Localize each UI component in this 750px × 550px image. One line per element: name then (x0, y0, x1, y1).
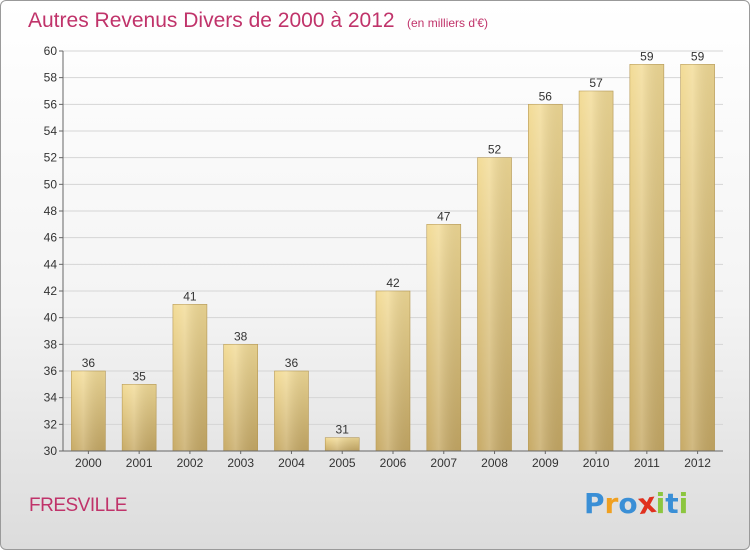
y-tick-label: 58 (44, 71, 58, 85)
value-label: 36 (285, 356, 299, 370)
chart-title-text: Autres Revenus Divers de 2000 à 2012 (28, 9, 395, 32)
bar-shine (274, 371, 309, 451)
axis-layer: 30 32 34 36 38 40 42 44 46 48 50 52 54 56 58 60 2000 2001… (44, 44, 723, 470)
bar-shine (528, 104, 563, 451)
bar-shine (223, 344, 258, 451)
x-tick-label: 2004 (278, 456, 305, 470)
y-tick-label: 40 (44, 311, 58, 325)
x-tick-label: 2010 (583, 456, 610, 470)
x-tick-label: 2011 (634, 456, 660, 470)
value-label: 57 (589, 76, 603, 90)
logo-letter: o (618, 487, 638, 520)
y-tick-label: 60 (44, 44, 58, 58)
y-tick-label: 38 (44, 337, 58, 351)
x-tick-label: 2003 (227, 456, 254, 470)
y-tick-label: 30 (44, 444, 58, 458)
logo-letter: t (665, 487, 679, 520)
value-label: 31 (336, 423, 350, 437)
value-label: 59 (640, 49, 654, 63)
logo-letter: r (604, 487, 619, 520)
y-tick-label: 50 (44, 177, 58, 191)
y-tick-label: 46 (44, 231, 58, 245)
value-label: 56 (539, 89, 553, 103)
bar-shine (376, 291, 410, 451)
bar-shine (579, 91, 614, 451)
y-tick-label: 54 (44, 124, 58, 138)
bar-layer: 36 35 41 38 36 31 42 47 52 56 57 59 59 (71, 49, 715, 452)
bar-shine (122, 384, 157, 451)
value-label: 52 (488, 143, 502, 157)
y-tick-label: 56 (44, 97, 58, 111)
bar-shine (680, 64, 715, 452)
bar-shine (325, 437, 360, 451)
logo-letter: i (655, 487, 666, 520)
y-tick-label: 48 (44, 204, 58, 218)
x-tick-label: 2005 (329, 456, 356, 470)
chart-unit: (en milliers d'€) (407, 16, 488, 30)
y-tick-label: 52 (44, 151, 58, 165)
logo-letter: x (635, 485, 658, 522)
x-tick-label: 2002 (177, 456, 204, 470)
y-tick-label: 42 (44, 284, 58, 298)
value-label: 38 (234, 329, 248, 343)
x-tick-label: 2009 (532, 456, 559, 470)
value-label: 47 (437, 209, 451, 223)
x-tick-label: 2007 (430, 456, 457, 470)
proxiti-logo: Proxiti (584, 485, 689, 522)
value-label: 41 (183, 289, 197, 303)
chart-title: Autres Revenus Divers de 2000 à 2012 (en… (28, 9, 488, 33)
city-name: FRESVILLE (29, 495, 127, 516)
y-tick-label: 36 (44, 364, 58, 378)
bar-shine (71, 371, 106, 451)
x-tick-label: 2001 (126, 456, 153, 470)
x-tick-label: 2000 (75, 456, 102, 470)
bar-shine (172, 304, 207, 451)
logo-letter: i (678, 487, 689, 520)
bar-shine (426, 224, 461, 451)
logo-letter: P (584, 487, 605, 520)
value-label: 59 (691, 49, 705, 63)
y-tick-label: 32 (44, 417, 58, 431)
x-tick-label: 2006 (380, 456, 407, 470)
value-label: 42 (386, 276, 400, 290)
value-label: 35 (132, 369, 146, 383)
y-tick-label: 34 (44, 391, 58, 405)
value-label: 36 (82, 356, 96, 370)
bar-shine (477, 157, 512, 451)
bar-shine (629, 64, 664, 452)
x-tick-label: 2012 (684, 456, 711, 470)
x-tick-label: 2008 (481, 456, 508, 470)
y-tick-label: 44 (44, 257, 58, 271)
